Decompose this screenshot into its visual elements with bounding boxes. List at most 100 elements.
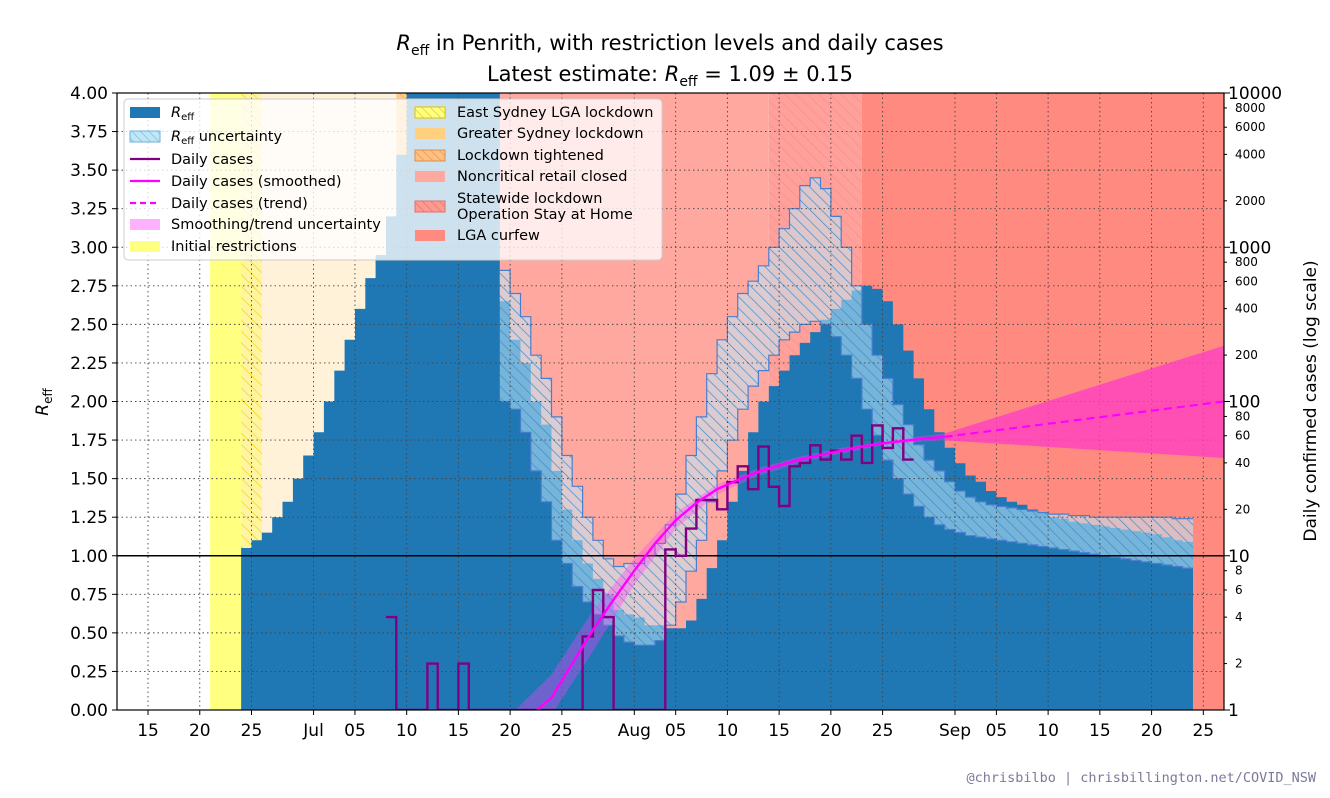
y-left-tick-label-3: 0.75 — [70, 585, 108, 605]
legend-label-c1-4: Daily cases (trend) — [171, 196, 308, 212]
y-right-minor-label-1: 4 — [1235, 610, 1243, 624]
y-right-minor-label-13: 4000 — [1235, 147, 1266, 161]
y-left-tick-label-6: 1.50 — [70, 470, 108, 490]
x-tick-label-9: Aug — [618, 721, 651, 741]
chart-title: Reff in Penrith, with restriction levels… — [396, 31, 943, 59]
y-right-minor-label-11: 800 — [1235, 255, 1258, 269]
legend-label-c2-2: Lockdown tightened — [457, 148, 604, 164]
x-tick-label-19: 20 — [1141, 721, 1163, 741]
x-tick-label-12: 15 — [768, 721, 790, 741]
y-right-tick-label-0: 1 — [1228, 701, 1239, 721]
trend-cases-line — [944, 400, 1224, 438]
y-left-tick-label-15: 3.75 — [70, 123, 108, 143]
x-tick-label-16: 05 — [986, 721, 1008, 741]
y-left-tick-label-9: 2.25 — [70, 354, 108, 374]
legend-swatch-c1-5 — [130, 219, 160, 230]
y-left-tick-label-8: 2.00 — [70, 393, 108, 413]
y-right-minor-label-9: 400 — [1235, 302, 1258, 316]
legend-label-c1-2: Daily cases — [171, 152, 253, 168]
legend-swatch-c2-1 — [415, 128, 445, 139]
y-right-minor-label-10: 600 — [1235, 274, 1258, 288]
y-left-ticks: 0.00 0.25 0.50 0.75 1.00 1.25 1.50 1.75 2.00 2.25… — [70, 84, 117, 721]
legend-swatch-c1-0 — [130, 107, 160, 118]
y-right-tick-label-1: 10 — [1228, 547, 1250, 567]
x-tick-label-17: 10 — [1037, 721, 1059, 741]
legend-label-c2-1: Greater Sydney lockdown — [457, 126, 644, 142]
y-right-tick-label-2: 100 — [1228, 393, 1260, 413]
legend-label-c1-5: Smoothing/trend uncertainty — [171, 217, 381, 233]
reff-upper-edge — [499, 177, 1193, 568]
y-right-tick-label-4: 10000 — [1228, 84, 1282, 104]
y-left-tick-label-5: 1.25 — [70, 508, 108, 528]
legend-label-c2-3: Noncritical retail closed — [457, 169, 627, 185]
y-left-tick-label-0: 0.00 — [70, 701, 108, 721]
legend-swatch-c2-3 — [415, 171, 445, 182]
x-tick-label-20: 25 — [1192, 721, 1214, 741]
x-tick-label-5: 10 — [396, 721, 418, 741]
y-right-tick-label-3: 1000 — [1228, 238, 1271, 258]
legend-swatch-c2-0 — [414, 106, 446, 119]
x-tick-label-8: 25 — [551, 721, 573, 741]
y-right-minor-label-15: 8000 — [1235, 101, 1266, 115]
y-right-minor-label-14: 6000 — [1235, 120, 1266, 134]
legend-frame — [123, 98, 663, 261]
y-right-label: Daily confirmed cases (log scale) — [1301, 260, 1321, 541]
x-tick-label-14: 25 — [872, 721, 894, 741]
y-left-tick-label-2: 0.50 — [70, 624, 108, 644]
y-right-minor-label-5: 40 — [1235, 456, 1250, 470]
reff-uncertainty-hatch — [499, 177, 1193, 646]
daily-cases-line — [386, 424, 914, 710]
y-right-minor-label-12: 2000 — [1235, 194, 1266, 208]
y-right-minor-label-2: 6 — [1235, 583, 1243, 597]
grid — [117, 93, 1224, 710]
y-left-tick-label-4: 1.00 — [70, 547, 108, 567]
x-tick-label-18: 15 — [1089, 721, 1111, 741]
x-tick-label-7: 20 — [499, 721, 521, 741]
legend: Reff Reff uncertainty Daily cases Daily cas… — [123, 98, 663, 261]
y-left-tick-label-10: 2.50 — [70, 315, 108, 335]
y-right-minor-label-6: 60 — [1235, 429, 1250, 443]
x-tick-label-11: 10 — [717, 721, 739, 741]
legend-swatch-c1-1 — [129, 130, 161, 143]
x-tick-label-0: 15 — [137, 721, 159, 741]
x-tick-label-13: 20 — [820, 721, 842, 741]
y-right-ticks: 1 10 100 1000 10000 2 4 6 8 20 40 60 80 200 400 600 800 2… — [1224, 84, 1282, 721]
legend-swatch-c1-6 — [130, 241, 160, 252]
legend-swatch-c2-2 — [414, 149, 446, 162]
legend-swatch-c2-5 — [415, 230, 445, 241]
y-right-minor-label-0: 2 — [1235, 657, 1243, 671]
cases-series — [386, 345, 1224, 710]
legend-label-c2-4: Statewide lockdown Operation Stay at Home — [457, 191, 633, 223]
trend-uncertainty-band — [944, 345, 1224, 459]
credit-text: @chrisbilbo | chrisbillington.net/COVID_… — [967, 770, 1317, 786]
y-left-tick-label-7: 1.75 — [70, 431, 108, 451]
y-left-tick-label-13: 3.25 — [70, 200, 108, 220]
x-tick-label-4: 05 — [344, 721, 366, 741]
legend-label-c1-3: Daily cases (smoothed) — [171, 174, 342, 190]
y-left-tick-label-14: 3.50 — [70, 161, 108, 181]
y-left-label: Reff — [33, 388, 55, 416]
y-left-tick-label-16: 4.00 — [70, 84, 108, 104]
legend-swatch-c2-4 — [414, 200, 446, 213]
smoothing-uncertainty-band — [515, 433, 945, 710]
x-tick-label-10: 05 — [665, 721, 687, 741]
x-tick-label-3: Jul — [302, 721, 324, 741]
legend-label-c2-0: East Sydney LGA lockdown — [457, 105, 653, 121]
smoothed-cases-line — [534, 435, 945, 710]
legend-label-c1-0: Reff — [171, 105, 195, 123]
legend-label-c1-1: Reff uncertainty — [171, 129, 282, 147]
y-right-minor-label-7: 80 — [1235, 409, 1250, 423]
y-right-minor-label-4: 20 — [1235, 502, 1250, 516]
legend-label-c1-6: Initial restrictions — [171, 239, 297, 255]
y-left-tick-label-12: 3.00 — [70, 238, 108, 258]
y-left-tick-label-1: 0.25 — [70, 662, 108, 682]
legend-label-c2-5: LGA curfew — [457, 228, 540, 244]
x-tick-label-15: Sep — [939, 721, 971, 741]
y-left-tick-label-11: 2.75 — [70, 277, 108, 297]
y-right-minor-label-8: 200 — [1235, 348, 1258, 362]
y-right-minor-label-3: 8 — [1235, 564, 1243, 578]
x-ticks: 15 20 25 Jul 05 10 15 20 25 Aug 05 10 15 20 25 Sep 05 10 1… — [137, 710, 1214, 741]
x-tick-label-2: 25 — [241, 721, 263, 741]
x-tick-label-1: 20 — [189, 721, 211, 741]
